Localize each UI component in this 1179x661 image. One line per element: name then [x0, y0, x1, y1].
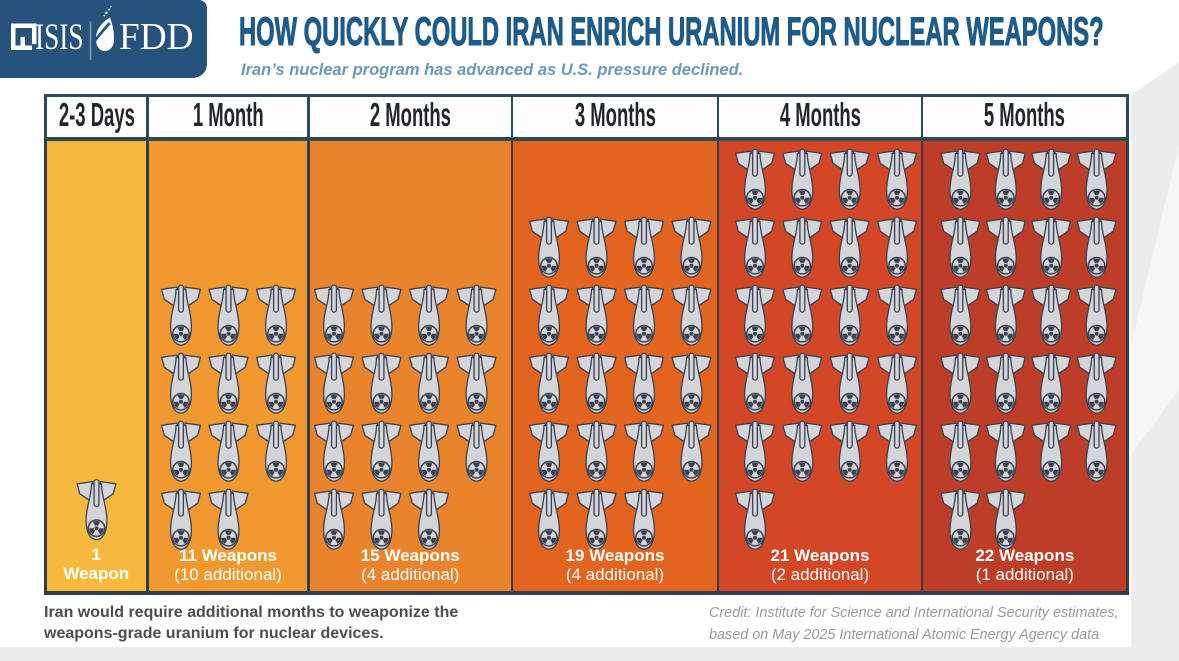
svg-text:ISIS: ISIS — [35, 17, 84, 58]
svg-text:FDD: FDD — [119, 16, 194, 58]
